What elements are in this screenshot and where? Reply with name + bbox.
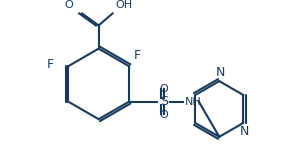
- Text: F: F: [134, 49, 141, 62]
- Text: O: O: [64, 0, 73, 10]
- Text: S: S: [160, 95, 168, 108]
- Text: OH: OH: [115, 0, 132, 10]
- Text: O: O: [160, 110, 168, 120]
- Text: O: O: [160, 84, 168, 94]
- Text: NH: NH: [185, 96, 202, 107]
- Text: N: N: [216, 66, 225, 79]
- Text: F: F: [47, 58, 54, 71]
- Text: N: N: [239, 125, 249, 138]
